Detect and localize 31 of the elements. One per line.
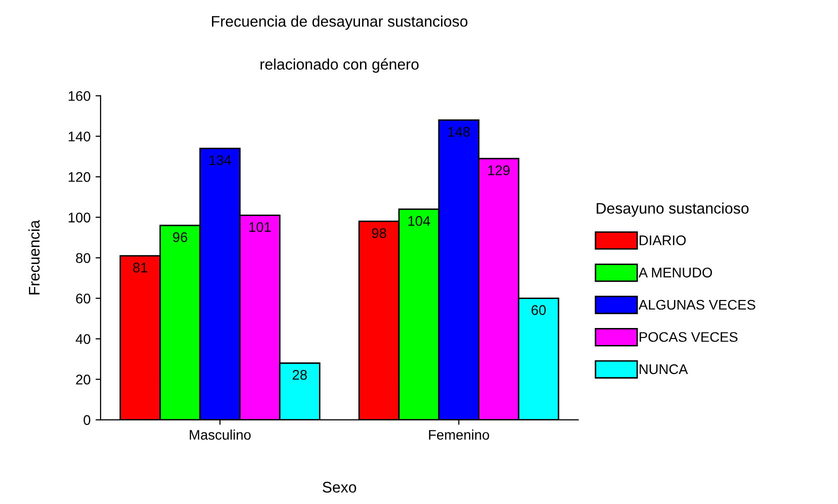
y-tick-label: 120 — [68, 172, 90, 182]
data-label: 134 — [209, 155, 232, 166]
legend-title: Desayuno sustancioso — [596, 202, 749, 217]
y-tick-label: 140 — [68, 132, 90, 142]
y-axis-title: Frecuencia — [28, 220, 40, 294]
y-tick-label: 80 — [76, 253, 90, 263]
data-label: 104 — [408, 216, 430, 226]
y-tick-label: 20 — [76, 374, 90, 384]
legend-label: DIARIO — [640, 235, 686, 246]
legend-label: POCAS VECES — [640, 332, 738, 342]
data-label: 60 — [532, 305, 546, 316]
legend-label: ALGUNAS VECES — [638, 300, 756, 310]
data-label: 129 — [488, 165, 510, 176]
x-tick-label: Femenino — [429, 430, 490, 440]
y-tick-label: 100 — [68, 212, 90, 222]
data-label: 148 — [448, 126, 470, 137]
chart-subtitle: relacionado con género — [260, 58, 419, 73]
data-label: 96 — [173, 232, 188, 242]
legend-label: NUNCA — [640, 364, 688, 374]
data-label: 81 — [133, 262, 148, 272]
y-tick-label: 0 — [84, 415, 90, 425]
data-label: 98 — [372, 228, 386, 238]
y-tick-label: 60 — [76, 294, 90, 304]
data-label: 101 — [249, 222, 271, 232]
chart-title: Frecuencia de desayunar sustancioso — [212, 16, 468, 30]
data-label: 28 — [292, 370, 307, 380]
y-tick-label: 40 — [76, 334, 90, 344]
x-axis-title: Sexo — [322, 482, 356, 493]
x-tick-label: Masculino — [190, 430, 251, 440]
y-tick-label: 160 — [68, 91, 90, 101]
legend-label: A MENUDO — [638, 268, 712, 278]
